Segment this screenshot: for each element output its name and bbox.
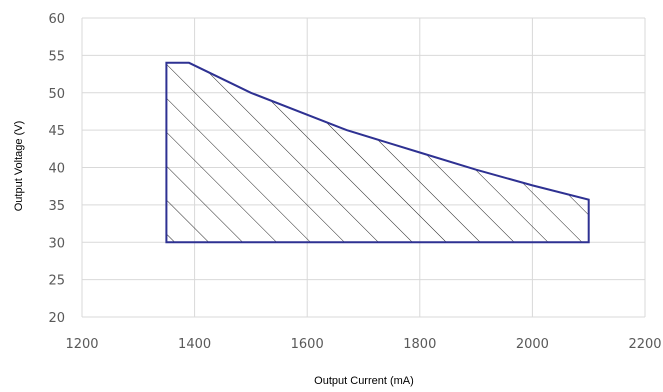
x-tick-label: 2000: [516, 337, 549, 352]
x-tick-label: 1600: [291, 337, 324, 352]
y-tick-label: 55: [48, 49, 65, 64]
y-tick-label: 50: [48, 87, 65, 102]
x-tick-label: 1400: [178, 337, 211, 352]
y-tick-label: 45: [48, 124, 65, 139]
y-tick-label: 30: [48, 236, 65, 251]
series-layer: [165, 61, 590, 244]
x-tick-label: 1800: [403, 337, 436, 352]
x-tick-label: 2200: [628, 337, 661, 352]
y-tick-label: 60: [48, 12, 65, 27]
y-axis-title: Output Voltage (V): [13, 121, 25, 212]
x-tick-label: 1200: [65, 337, 98, 352]
x-axis-ticks: 1200 1400 1600 1800 2000 2200: [65, 337, 661, 352]
x-axis-title: Output Current (mA): [314, 375, 414, 387]
y-tick-label: 40: [48, 162, 65, 177]
operating-region-fill: [166, 62, 589, 243]
y-tick-label: 35: [48, 199, 65, 214]
y-axis-ticks: 20 25 30 35 40 45 50 55 60: [48, 12, 65, 326]
operating-region-outline: [165, 61, 590, 244]
y-tick-label: 25: [48, 274, 65, 289]
y-tick-label: 20: [48, 311, 65, 326]
